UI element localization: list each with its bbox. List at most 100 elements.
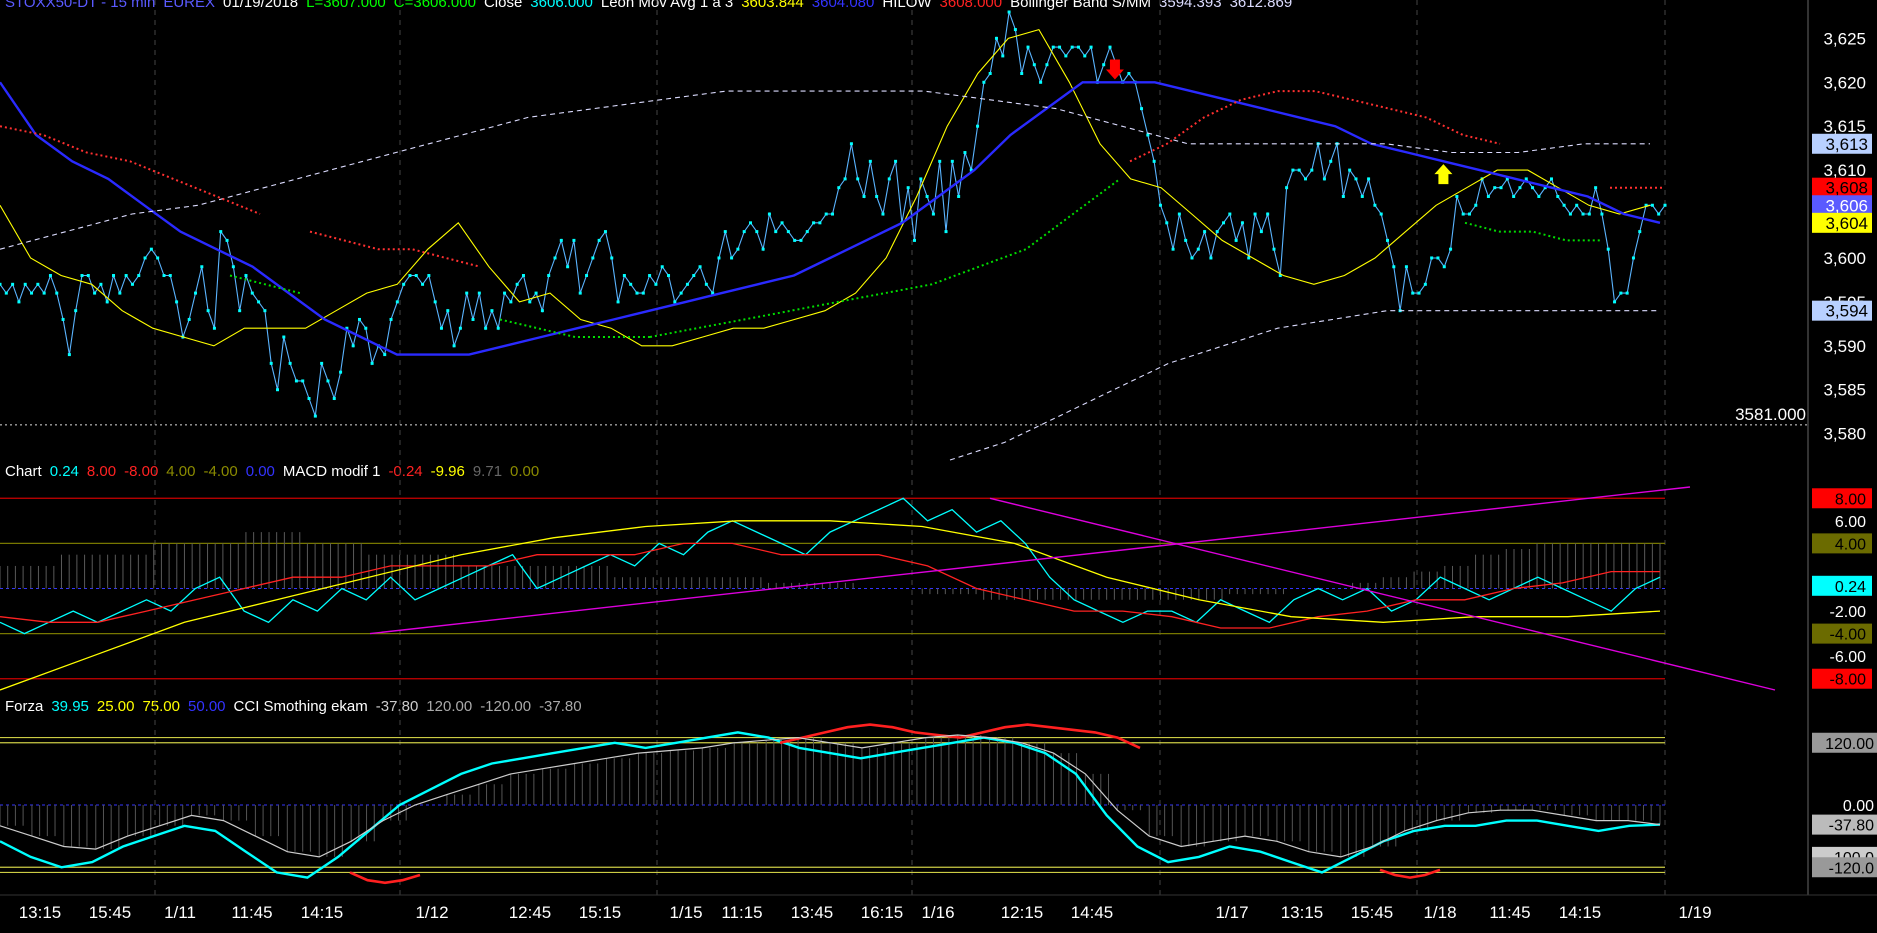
price-series-0-point-217 (1367, 177, 1371, 181)
cci-badge-4: -120.0 (1829, 860, 1874, 877)
price-series-0-point-108 (679, 291, 683, 295)
price-series-0-point-67 (421, 282, 425, 286)
price-series-0-point-191 (1203, 230, 1207, 234)
price-series-0-point-215 (1354, 177, 1358, 181)
price-series-0-point-79 (496, 326, 500, 330)
price-y-tick-7: 3,615 (1823, 117, 1866, 136)
price-series-0-point-202 (1272, 247, 1276, 251)
price-series-0-point-229 (1442, 265, 1446, 269)
price-series-0-point-151 (950, 159, 954, 163)
cci-badge-0: 120.00 (1825, 736, 1874, 753)
price-y-tick-9: 3,625 (1823, 29, 1866, 48)
macd-series-4 (989, 497, 1776, 691)
cci-badge-bg-0 (1812, 732, 1877, 753)
price-series-0-point-120 (755, 230, 759, 234)
cci-header-item-4: 50.00 (187, 698, 226, 715)
price-series-0-point-20 (124, 274, 128, 278)
price-series-0-point-253 (1594, 186, 1598, 190)
price-series-0-point-166 (1045, 63, 1049, 67)
price-series-0-point-250 (1575, 203, 1579, 207)
price-series-0-point-188 (1184, 238, 1188, 242)
price-y-tick-6: 3,610 (1823, 161, 1866, 180)
price-series-0-point-124 (780, 221, 784, 225)
price-series-0-point-139 (875, 194, 879, 198)
price-series-0-point-203 (1278, 274, 1282, 278)
price-series-4 (949, 310, 1660, 461)
x-tick-label-7: 15:15 (579, 903, 622, 922)
price-header-item-6: 3606.000 (530, 0, 593, 11)
price-header-item-7: Leon Mov Avg 1 a 3 (600, 0, 734, 11)
price-series-0-point-234 (1474, 203, 1478, 207)
price-series-0-point-4 (23, 282, 27, 286)
price-series-0-point-249 (1568, 212, 1572, 216)
price-series-6 (309, 230, 481, 268)
price-series-0-point-154 (969, 168, 973, 172)
price-series-0-point-73 (458, 326, 462, 330)
macd-series-2 (0, 520, 1661, 691)
price-series-0-point-156 (982, 80, 986, 84)
price-series-0-point-225 (1417, 291, 1421, 295)
price-series-0-point-186 (1171, 247, 1175, 251)
price-series-0-point-254 (1600, 212, 1604, 216)
price-series-0-point-140 (881, 212, 885, 216)
macd-header-item-5: -4.00 (203, 463, 238, 480)
price-series-0-point-62 (389, 317, 393, 321)
price-series-0-point-162 (1020, 71, 1024, 75)
price-series-0-point-48 (301, 379, 305, 383)
price-series-0-point-117 (736, 247, 740, 251)
x-tick-label-21: 1/19 (1678, 903, 1711, 922)
price-series-0-point-194 (1222, 221, 1226, 225)
macd-header-item-1: 0.24 (49, 463, 79, 480)
price-series-0-point-113 (711, 291, 715, 295)
price-series-0-point-74 (465, 291, 469, 295)
price-series-7 (1129, 90, 1501, 163)
price-series-0-point-236 (1486, 194, 1490, 198)
price-series-0-point-14 (86, 274, 90, 278)
price-series-0-point-204 (1285, 186, 1289, 190)
price-series-0-point-11 (67, 353, 71, 357)
price-header-item-4: C=3606.000 (393, 0, 476, 11)
price-series-0-point-147 (925, 194, 929, 198)
price-series-0-point-264 (1663, 203, 1667, 207)
price-series-0-point-3 (17, 300, 21, 304)
price-series-0-point-21 (130, 282, 134, 286)
price-badge-bg-3 (1812, 212, 1872, 233)
price-series-0-point-245 (1543, 186, 1547, 190)
price-series-0-point-43 (269, 361, 273, 365)
price-series-0-point-105 (660, 265, 664, 269)
price-series-0-point-63 (395, 300, 399, 304)
price-series-0-point-160 (1007, 10, 1011, 14)
price-series-0-point-183 (1152, 159, 1156, 163)
price-series-0-point-110 (692, 274, 696, 278)
price-series-0-point-179 (1127, 71, 1131, 75)
price-badge-bg-0 (1812, 133, 1872, 154)
price-series-0-point-148 (931, 212, 935, 216)
level-3581-label: 3581.000 (1735, 405, 1806, 424)
price-series-0-point-152 (957, 194, 961, 198)
price-series-0-point-146 (919, 177, 923, 181)
price-series-0-point-219 (1379, 212, 1383, 216)
x-tick-label-4: 14:15 (301, 903, 344, 922)
price-series-0-point-121 (761, 247, 765, 251)
price-series-0-point-260 (1638, 230, 1642, 234)
price-series-0-point-193 (1215, 230, 1219, 234)
price-series-0-point-199 (1253, 212, 1257, 216)
price-series-0-point-122 (767, 212, 771, 216)
price-series-0-point-94 (591, 256, 595, 260)
price-header-item-11: 3608.000 (939, 0, 1003, 11)
price-series-0-point-68 (427, 274, 431, 278)
price-series-0-point-77 (484, 326, 488, 330)
x-tick-label-19: 11:45 (1489, 903, 1530, 922)
price-series-0-point-19 (118, 291, 122, 295)
x-tick-label-17: 15:45 (1351, 903, 1394, 922)
price-series-0-point-95 (597, 238, 601, 242)
price-series-0-point-248 (1562, 203, 1566, 207)
price-series-0-point-39 (244, 274, 248, 278)
price-series-0-point-52 (326, 379, 330, 383)
price-series-0-point-7 (42, 291, 46, 295)
price-series-0-point-226 (1423, 282, 1427, 286)
price-y-tick-1: 3,585 (1823, 381, 1866, 400)
price-series-0-point-69 (433, 300, 437, 304)
price-series-0-point-0 (0, 282, 2, 286)
